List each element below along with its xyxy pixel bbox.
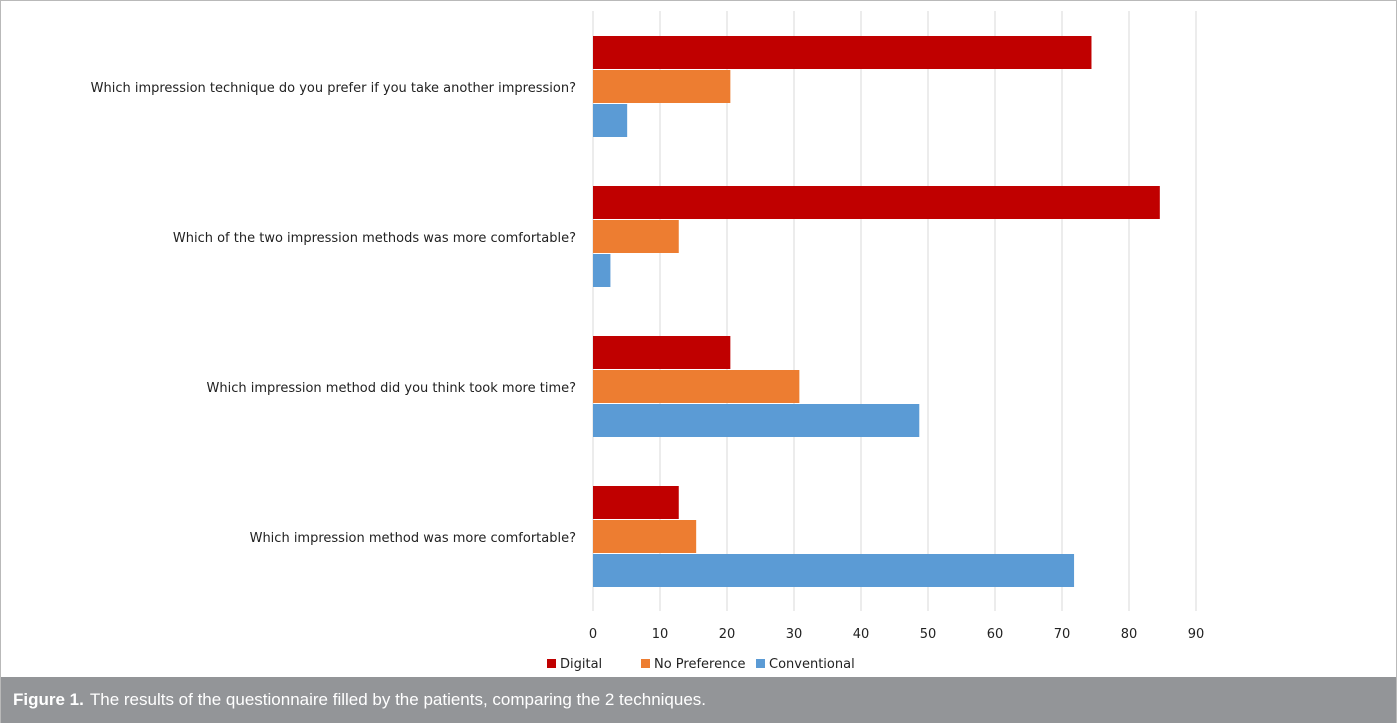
x-tick-label: 50 [920, 627, 937, 642]
x-tick-label: 70 [1054, 627, 1071, 642]
x-tick-label: 40 [853, 627, 870, 642]
legend-swatch [756, 659, 765, 668]
category-label: Which impression method did you think to… [207, 381, 576, 396]
bar-conventional [593, 554, 1075, 587]
x-tick-label: 30 [786, 627, 803, 642]
category-label: Which impression technique do you prefer… [91, 81, 576, 96]
bar-conventional [593, 104, 628, 137]
legend: Digital No Preference Conventional [547, 657, 855, 672]
x-tick-label: 10 [652, 627, 669, 642]
bar-chart: 0 10 20 30 40 50 60 70 80 90 Which impression tech… [91, 11, 1204, 672]
legend-swatch [641, 659, 650, 668]
gridlines [592, 11, 1197, 611]
caption-text: The results of the questionnaire filled … [89, 690, 707, 709]
x-tick-label: 0 [589, 627, 597, 642]
caption-label: Figure 1. [13, 690, 84, 709]
x-tick-label: 80 [1121, 627, 1138, 642]
bar-no-preference [593, 70, 731, 103]
legend-label: No Preference [654, 657, 746, 672]
bar-digital [593, 186, 1160, 219]
category-label: Which impression method was more comfort… [250, 531, 576, 546]
x-tick-label: 20 [719, 627, 736, 642]
legend-swatch [547, 659, 556, 668]
category-label: Which of the two impression methods was … [173, 231, 576, 246]
x-tick-label: 60 [987, 627, 1004, 642]
x-axis-ticks: 0 10 20 30 40 50 60 70 80 90 [589, 627, 1204, 642]
category-labels: Which impression technique do you prefer… [91, 81, 576, 546]
figure-caption: Figure 1. The results of the questionnair… [1, 677, 1396, 723]
bar-digital [593, 36, 1092, 69]
legend-label: Conventional [769, 657, 855, 672]
bar-digital [593, 486, 679, 519]
bar-conventional [593, 404, 920, 437]
bar-no-preference [593, 520, 697, 553]
bar-digital [593, 336, 731, 369]
bar-conventional [593, 254, 611, 287]
x-tick-label: 90 [1188, 627, 1205, 642]
legend-label: Digital [560, 657, 602, 672]
bar-no-preference [593, 370, 800, 403]
bar-no-preference [593, 220, 679, 253]
bars [593, 36, 1160, 587]
